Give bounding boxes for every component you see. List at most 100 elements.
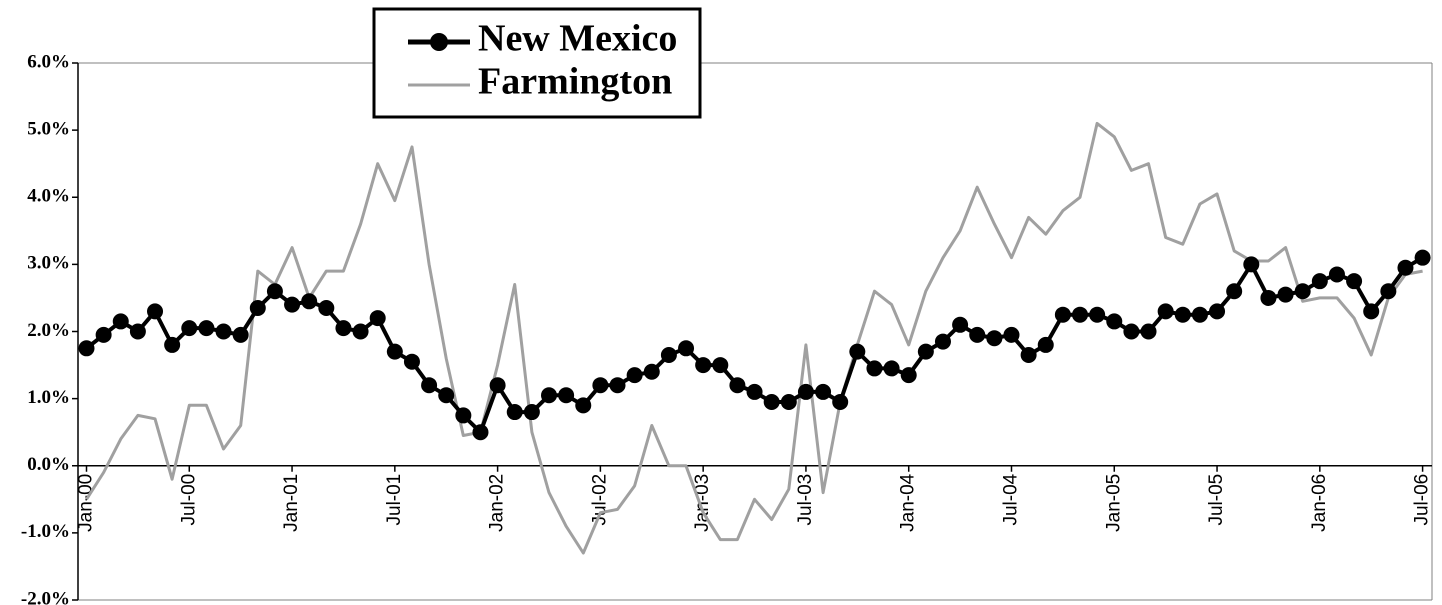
series-marker	[986, 330, 1003, 347]
series-marker	[969, 326, 986, 343]
series-marker	[934, 333, 951, 350]
series-marker	[523, 404, 540, 421]
series-marker	[1277, 286, 1294, 303]
x-tick-label: Jul-04	[1001, 473, 1022, 525]
series-marker	[421, 377, 438, 394]
x-tick-label: Jan-02	[487, 474, 508, 532]
legend-box	[372, 7, 702, 119]
x-tick-label: Jul-02	[589, 474, 610, 526]
x-tick-label: Jan-06	[1309, 474, 1330, 532]
series-marker	[695, 357, 712, 374]
series-marker	[626, 367, 643, 384]
series-marker	[1260, 289, 1277, 306]
x-tick-label: Jan-00	[76, 474, 97, 532]
series-marker	[1191, 306, 1208, 323]
series-marker	[386, 343, 403, 360]
series-marker	[540, 387, 557, 404]
y-tick-label: 2.0%	[27, 320, 70, 341]
x-tick-label: Jul-00	[178, 474, 199, 526]
series-marker	[729, 377, 746, 394]
series-marker	[883, 360, 900, 377]
series-marker	[1054, 306, 1071, 323]
y-tick-label: 6.0%	[27, 51, 70, 72]
series-marker	[1346, 273, 1363, 290]
series-marker	[1328, 266, 1345, 283]
series-marker	[952, 316, 969, 333]
series-marker	[1174, 306, 1191, 323]
y-tick-label: -1.0%	[21, 521, 70, 542]
series-marker	[780, 393, 797, 410]
series-marker	[1363, 303, 1380, 320]
series-marker	[609, 377, 626, 394]
series-marker	[746, 383, 763, 400]
y-tick-label: 4.0%	[27, 186, 70, 207]
series-marker	[301, 293, 318, 310]
series-marker	[1157, 303, 1174, 320]
series-marker	[660, 346, 677, 363]
series-marker	[1294, 283, 1311, 300]
series-marker	[866, 360, 883, 377]
x-tick-label: Jul-01	[384, 474, 405, 526]
y-tick-label: -2.0%	[21, 588, 70, 605]
series-marker	[438, 387, 455, 404]
legend-label: New Mexico	[478, 18, 677, 60]
series-marker	[1380, 283, 1397, 300]
series-marker	[369, 310, 386, 327]
x-tick-label: Jan-01	[281, 474, 302, 532]
series-marker	[832, 393, 849, 410]
series-marker	[284, 296, 301, 313]
series-marker	[1020, 346, 1037, 363]
series-marker	[335, 320, 352, 337]
series-marker	[249, 300, 266, 317]
legend-marker	[430, 33, 448, 51]
x-tick-label: Jan-05	[1103, 474, 1124, 532]
series-marker	[455, 407, 472, 424]
series-marker	[643, 363, 660, 380]
x-tick-label: Jul-03	[795, 474, 816, 526]
series-marker	[318, 300, 335, 317]
series-marker	[232, 326, 249, 343]
series-marker	[575, 397, 592, 414]
x-tick-label: Jul-06	[1412, 474, 1433, 526]
series-marker	[917, 343, 934, 360]
series-marker	[1397, 259, 1414, 276]
series-marker	[815, 383, 832, 400]
series-marker	[797, 383, 814, 400]
series-marker	[849, 343, 866, 360]
y-tick-label: 1.0%	[27, 387, 70, 408]
series-marker	[489, 377, 506, 394]
series-marker	[266, 283, 283, 300]
legend-label: Farmington	[478, 61, 672, 103]
series-marker	[352, 323, 369, 340]
series-marker	[1003, 326, 1020, 343]
series-marker	[678, 340, 695, 357]
series-marker	[1037, 336, 1054, 353]
y-tick-label: 5.0%	[27, 118, 70, 139]
series-marker	[1089, 306, 1106, 323]
series-marker	[78, 340, 95, 357]
series-marker	[900, 367, 917, 384]
series-marker	[712, 357, 729, 374]
series-marker	[763, 393, 780, 410]
x-tick-label: Jan-03	[692, 474, 713, 532]
series-marker	[198, 320, 215, 337]
series-line	[85, 255, 1424, 435]
series-marker	[1243, 256, 1260, 273]
series-marker	[1226, 283, 1243, 300]
series-marker	[1140, 323, 1157, 340]
series-marker	[592, 377, 609, 394]
series-marker	[164, 336, 181, 353]
x-tick-label: Jul-05	[1206, 474, 1227, 526]
series-marker	[506, 404, 523, 421]
series-marker	[472, 424, 489, 441]
series-marker	[1106, 313, 1123, 330]
series-marker	[112, 313, 129, 330]
x-tick-label: Jan-04	[898, 473, 919, 532]
y-tick-label: 0.0%	[27, 454, 70, 475]
series-marker	[147, 303, 164, 320]
y-tick-label: 3.0%	[27, 253, 70, 274]
series-marker	[181, 320, 198, 337]
series-marker	[1209, 303, 1226, 320]
series-marker	[558, 387, 575, 404]
